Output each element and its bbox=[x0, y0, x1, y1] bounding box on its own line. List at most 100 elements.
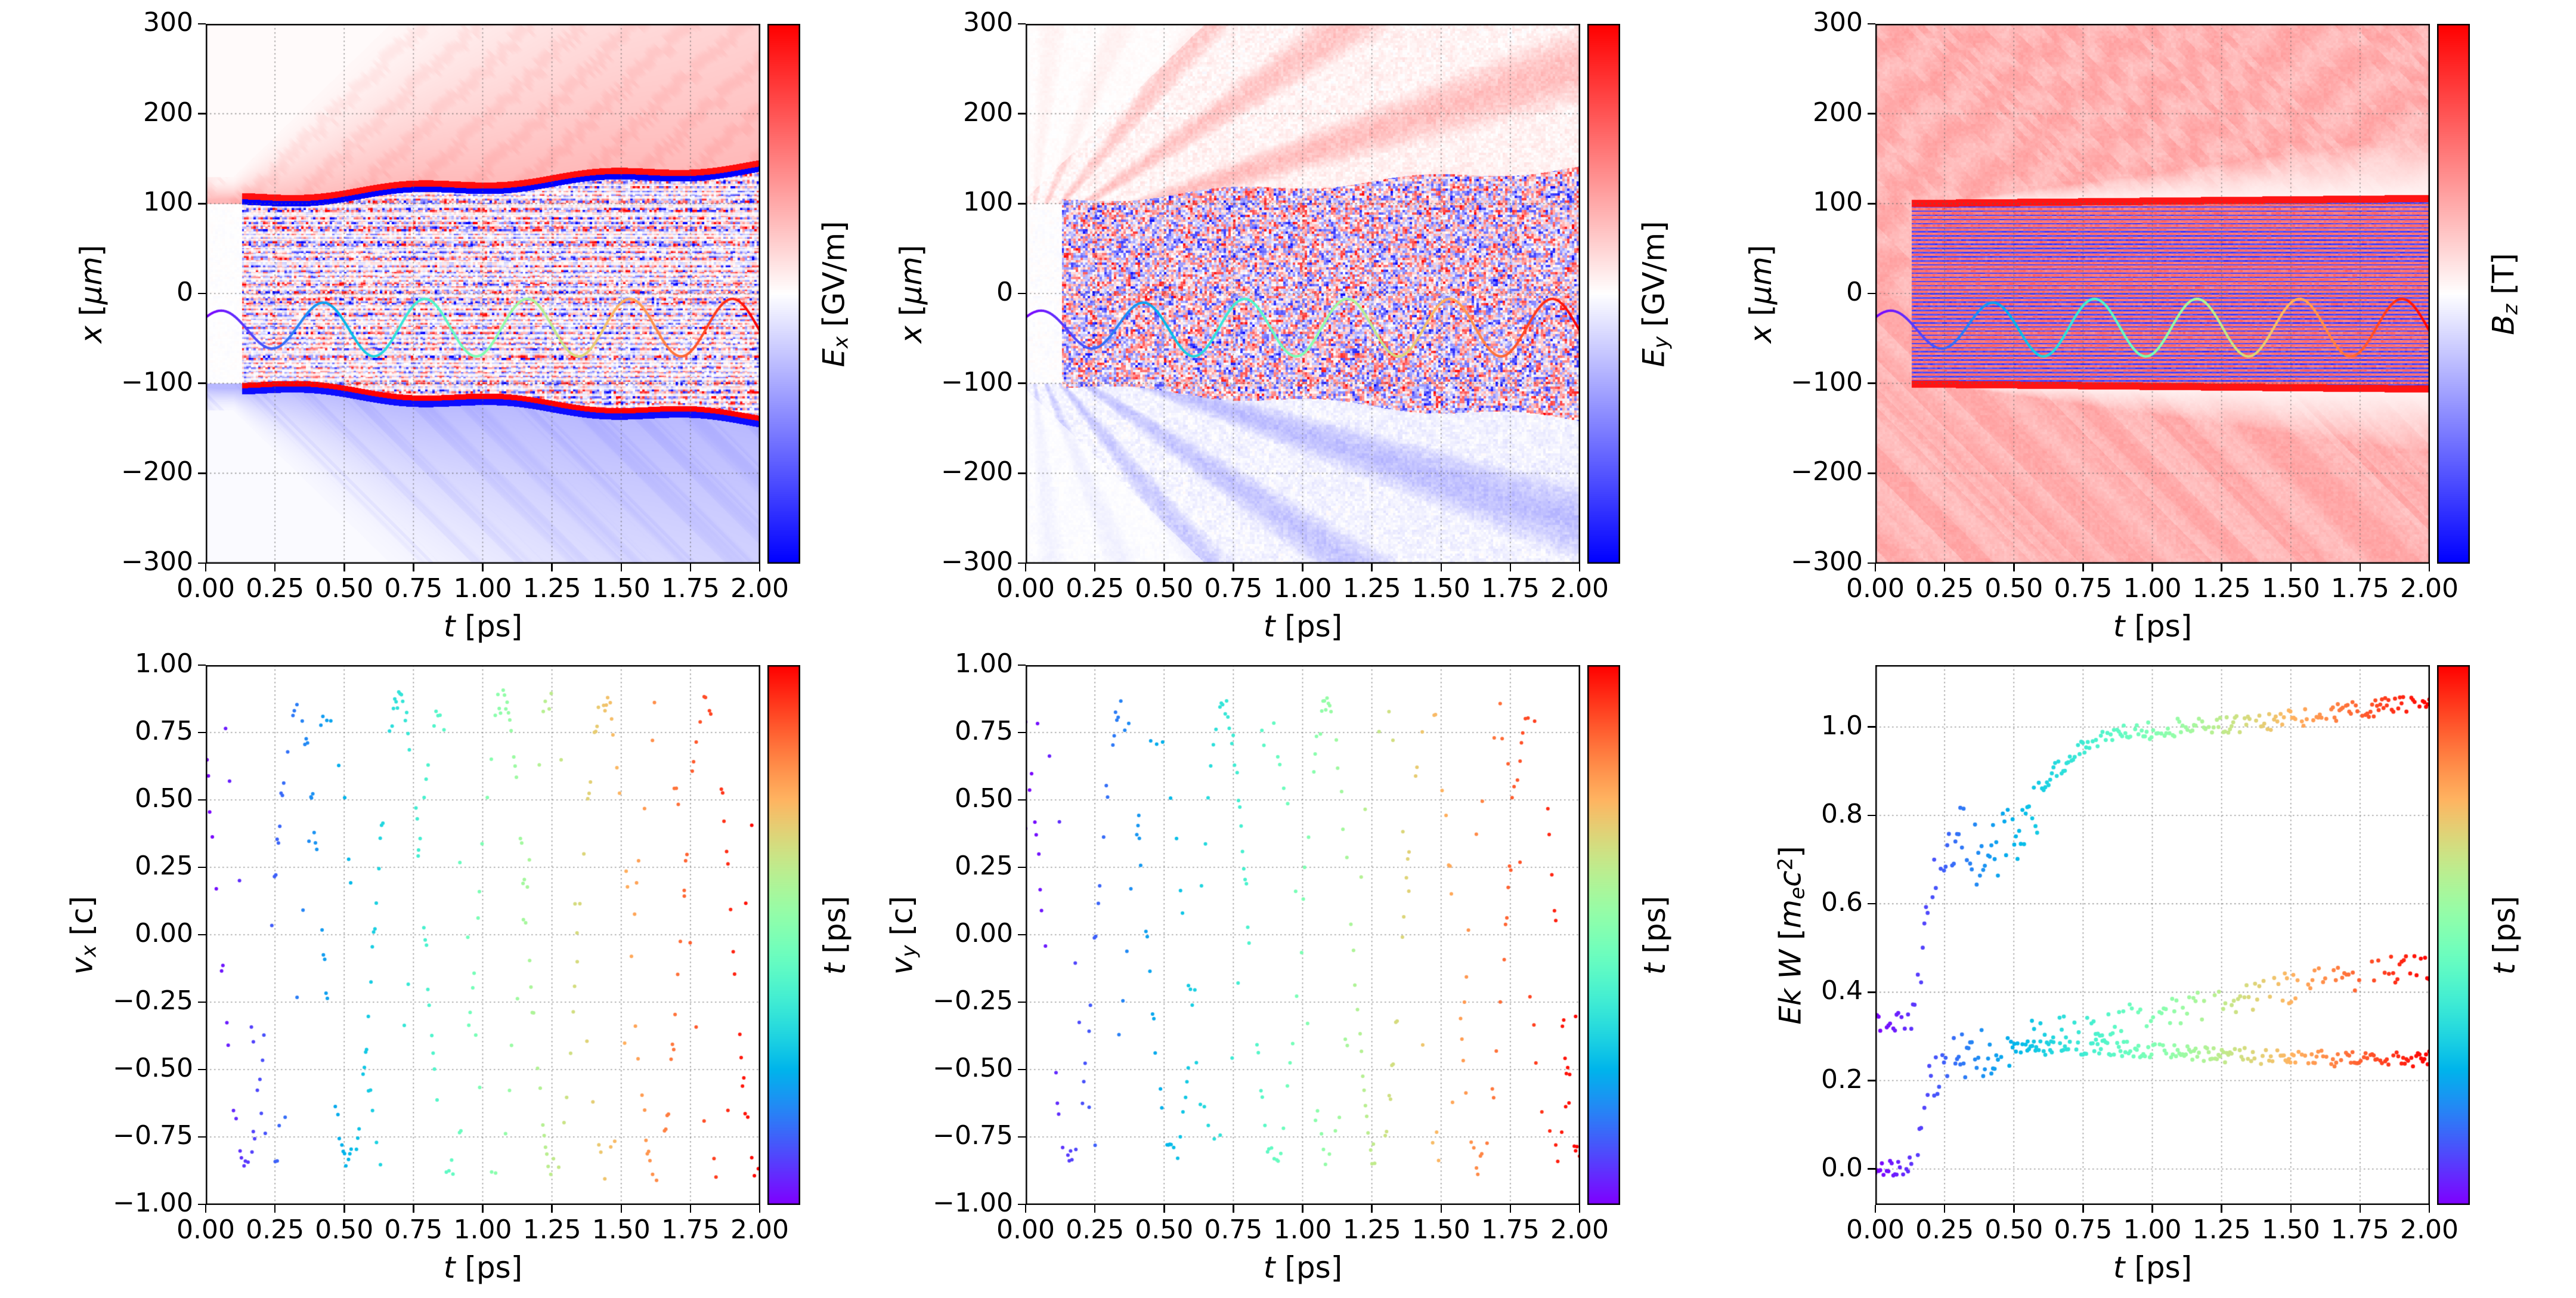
vx-colorbar-label: t [ps] bbox=[818, 895, 852, 974]
x-tick-label: 0.75 bbox=[1204, 1214, 1263, 1245]
x-tick bbox=[205, 564, 207, 571]
x-tick-label: 0.50 bbox=[315, 1214, 374, 1245]
y-tick-label: −100 bbox=[121, 366, 193, 397]
y-tick-label: −0.50 bbox=[933, 1053, 1013, 1083]
label-segment: x bbox=[894, 325, 929, 344]
y-tick bbox=[1868, 1168, 1875, 1170]
y-tick-label: −300 bbox=[941, 546, 1013, 577]
y-tick bbox=[1018, 799, 1026, 801]
label-segment: ] bbox=[1773, 845, 1808, 858]
vy-x-axis-label: t [ps] bbox=[1026, 1250, 1580, 1285]
y-tick-label: 200 bbox=[963, 97, 1013, 128]
y-tick-label: 1.00 bbox=[955, 648, 1013, 679]
y-tick-label: 200 bbox=[143, 97, 193, 128]
x-tick bbox=[1440, 564, 1442, 571]
y-tick-label: 0.2 bbox=[1821, 1064, 1863, 1095]
x-tick bbox=[2428, 564, 2431, 571]
x-tick-label: 0.00 bbox=[1846, 573, 1905, 604]
y-tick bbox=[1018, 562, 1026, 564]
x-tick-label: 0.75 bbox=[384, 1214, 443, 1245]
y-tick-label: −0.25 bbox=[933, 985, 1013, 1016]
x-tick bbox=[2221, 1205, 2222, 1213]
y-tick bbox=[1018, 1068, 1026, 1071]
x-tick bbox=[1440, 1205, 1442, 1213]
x-tick bbox=[274, 564, 276, 571]
x-tick-label: 0.25 bbox=[246, 573, 305, 604]
x-tick-label: 1.25 bbox=[2192, 573, 2251, 604]
ex-field-heatmap bbox=[206, 24, 760, 564]
label-segment: [ps] bbox=[818, 895, 852, 963]
x-tick-label: 0.25 bbox=[1915, 1214, 1974, 1245]
x-tick-label: 1.00 bbox=[2123, 1214, 2182, 1245]
y-tick-label: 100 bbox=[1813, 187, 1863, 218]
x-tick-label: 0.25 bbox=[1066, 1214, 1125, 1245]
y-tick-label: 0.00 bbox=[955, 918, 1013, 948]
x-tick-label: 2.00 bbox=[2400, 1214, 2459, 1245]
ey-field-colorbar bbox=[1587, 24, 1620, 564]
x-tick bbox=[1094, 564, 1096, 571]
x-tick-label: 1.50 bbox=[2261, 1214, 2320, 1245]
y-tick bbox=[1868, 726, 1875, 728]
y-tick-label: 100 bbox=[963, 187, 1013, 218]
x-tick-label: 0.50 bbox=[315, 573, 374, 604]
y-tick bbox=[198, 562, 206, 564]
label-segment: [c] bbox=[884, 895, 919, 945]
y-tick bbox=[198, 866, 206, 869]
y-tick-label: 0.00 bbox=[135, 918, 193, 948]
x-tick bbox=[551, 1205, 553, 1213]
y-tick bbox=[1018, 934, 1026, 936]
label-segment: [ps] bbox=[2125, 609, 2193, 644]
label-segment: t bbox=[1263, 609, 1275, 644]
y-tick-label: −300 bbox=[121, 546, 193, 577]
y-tick-label: 200 bbox=[1813, 97, 1863, 128]
y-tick-label: 0.6 bbox=[1821, 887, 1863, 918]
label-segment: z bbox=[2498, 304, 2523, 314]
y-tick bbox=[198, 1203, 206, 1206]
y-tick-label: −0.75 bbox=[113, 1120, 193, 1151]
y-tick-label: 300 bbox=[143, 7, 193, 38]
y-tick bbox=[1018, 203, 1026, 205]
y-tick-label: 0 bbox=[1846, 277, 1863, 307]
y-tick bbox=[198, 472, 206, 474]
x-tick bbox=[2082, 564, 2084, 571]
x-tick bbox=[758, 1205, 761, 1213]
label-segment: c bbox=[1773, 870, 1808, 887]
x-tick bbox=[482, 564, 484, 571]
y-tick bbox=[198, 664, 206, 666]
x-tick-label: 0.75 bbox=[2054, 1214, 2113, 1245]
ex-x-axis-label: t [ps] bbox=[206, 609, 760, 644]
x-tick-label: 1.25 bbox=[1342, 1214, 1401, 1245]
y-tick-label: −0.25 bbox=[113, 985, 193, 1016]
x-tick-label: 0.00 bbox=[996, 1214, 1055, 1245]
x-tick bbox=[413, 1205, 414, 1213]
x-tick-label: 1.00 bbox=[453, 1214, 512, 1245]
x-tick bbox=[689, 564, 692, 571]
y-tick bbox=[1868, 292, 1875, 295]
y-tick bbox=[1018, 1136, 1026, 1138]
x-tick-label: 1.75 bbox=[1481, 573, 1540, 604]
x-tick bbox=[1302, 1205, 1304, 1213]
x-tick bbox=[758, 564, 761, 571]
x-tick-label: 1.75 bbox=[2330, 1214, 2389, 1245]
y-tick bbox=[198, 1001, 206, 1003]
y-tick bbox=[198, 799, 206, 801]
y-tick-label: −0.75 bbox=[933, 1120, 1013, 1151]
x-tick-label: 1.75 bbox=[661, 1214, 720, 1245]
x-tick-label: 1.50 bbox=[2261, 573, 2320, 604]
x-tick-label: 1.50 bbox=[592, 1214, 651, 1245]
y-tick-label: 0.75 bbox=[955, 716, 1013, 746]
y-tick-label: 1.00 bbox=[135, 648, 193, 679]
y-tick bbox=[198, 113, 206, 115]
label-segment: [ps] bbox=[1275, 609, 1343, 644]
x-tick bbox=[1024, 1205, 1027, 1213]
x-tick-label: 1.00 bbox=[1273, 1214, 1332, 1245]
ex-colorbar-label: Ex [GV/m] bbox=[816, 221, 853, 367]
x-tick bbox=[2013, 564, 2015, 571]
x-tick-label: 0.50 bbox=[1984, 573, 2044, 604]
label-segment: [GV/m] bbox=[816, 220, 852, 336]
label-segment: v bbox=[884, 956, 919, 975]
y-tick-label: 0.50 bbox=[955, 783, 1013, 814]
label-segment: x bbox=[829, 336, 853, 348]
x-tick-label: 2.00 bbox=[1550, 573, 1609, 604]
y-tick bbox=[198, 1136, 206, 1138]
